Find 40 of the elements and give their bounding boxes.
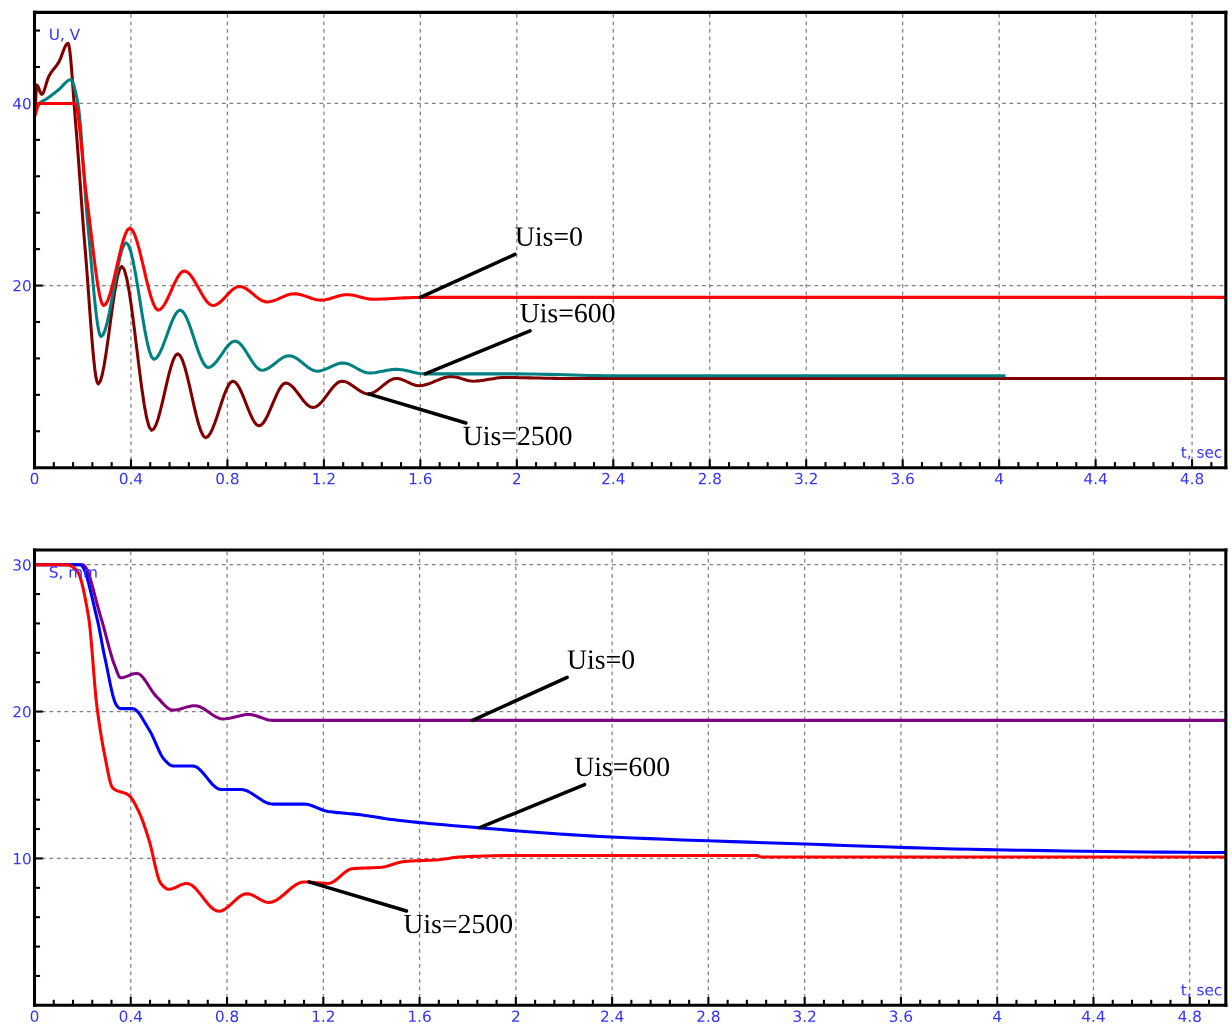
x-tick-label: 0.8: [216, 472, 239, 485]
x-tick-label: 0.8: [215, 1010, 239, 1023]
y-tick-label: 40: [13, 97, 31, 110]
x-tick-label: 1.6: [409, 472, 432, 485]
annotation: Uis=0: [567, 650, 635, 669]
x-axis-title: t, sec: [1181, 984, 1222, 998]
annotation: Uis=600: [520, 303, 615, 323]
x-tick-label: 0.4: [119, 1010, 143, 1023]
y-axis-title: U, V: [50, 28, 81, 42]
y-tick-label: 10: [13, 852, 31, 865]
y-tick-label: 20: [13, 280, 31, 292]
annotation: Uis=600: [574, 757, 670, 777]
y-tick-label: 20: [13, 706, 31, 718]
annotation: Uis=2500: [463, 426, 572, 446]
x-tick-label: 2.4: [602, 472, 625, 485]
x-tick-label: 1.2: [312, 1010, 334, 1022]
x-tick-label: 4.4: [1082, 1010, 1105, 1022]
x-tick-label: 4.8: [1178, 1010, 1201, 1023]
x-tick-label: 2: [512, 1010, 520, 1022]
x-tick-label: 0: [30, 1010, 39, 1023]
x-tick-label: 3.2: [795, 472, 817, 485]
x-tick-label: 2.8: [698, 472, 721, 485]
x-tick-label: 4: [993, 1010, 1002, 1022]
x-tick-label: 3.6: [891, 472, 914, 485]
x-tick-label: 2.4: [601, 1010, 624, 1022]
annotation: Uis=2500: [403, 914, 513, 934]
x-tick-label: 4: [995, 473, 1004, 485]
x-tick-label: 4.8: [1180, 472, 1204, 485]
annotation: Uis=0: [515, 227, 582, 247]
x-tick-label: 3.6: [889, 1010, 913, 1023]
x-axis-title: t, sec: [1181, 446, 1222, 460]
x-tick-label: 1.6: [409, 1010, 431, 1023]
x-tick-label: 4.4: [1084, 473, 1107, 485]
x-tick-label: 2: [513, 472, 521, 485]
x-tick-label: 0: [30, 472, 39, 485]
x-tick-label: 3.2: [793, 1010, 816, 1023]
x-tick-label: 2.8: [697, 1010, 720, 1023]
y-tick-label: 30: [13, 559, 31, 571]
x-tick-label: 0.4: [119, 472, 143, 485]
x-tick-label: 1.2: [313, 472, 335, 485]
